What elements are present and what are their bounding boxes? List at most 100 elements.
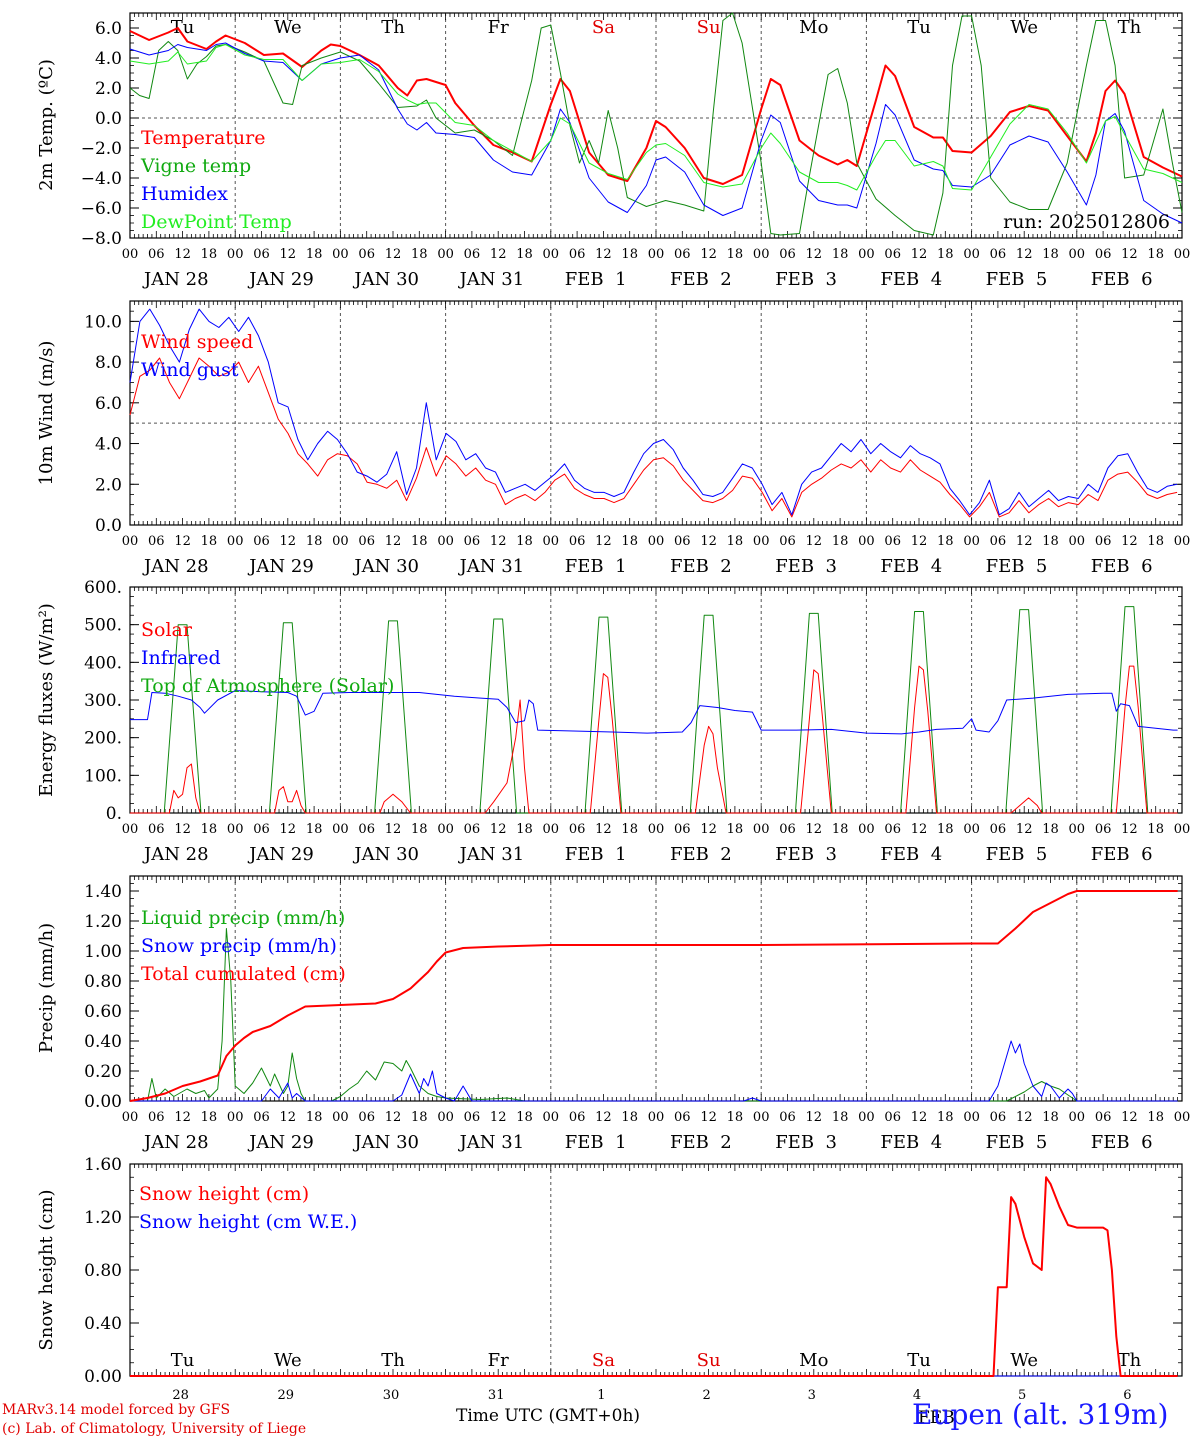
hour-label: 18 xyxy=(516,822,533,837)
legend-dewpoint: DewPoint Temp xyxy=(141,211,292,233)
hour-label: 12 xyxy=(490,822,507,837)
hour-label: 06 xyxy=(990,1110,1007,1125)
weekday-label: Th xyxy=(1118,1350,1142,1371)
hour-label: 18 xyxy=(306,534,323,549)
hour-label: 12 xyxy=(280,247,297,262)
energy-ylabel: Energy fluxes (W/m²) xyxy=(36,603,57,797)
hour-label: 18 xyxy=(727,822,744,837)
hour-label: 00 xyxy=(753,534,770,549)
date-label: FEB 4 xyxy=(880,556,942,577)
copyright-line: (c) Lab. of Climatology, University of L… xyxy=(2,1421,307,1437)
date-label: FEB 3 xyxy=(775,1132,837,1153)
hour-label: 12 xyxy=(911,822,928,837)
temperature-panel: 6.04.02.00.0−2.0−4.0−6.0−8.000 06 12 18JAN … xyxy=(36,12,1191,290)
legend-vigne-temp: Vigne temp xyxy=(140,155,251,177)
hour-label: 12 xyxy=(490,247,507,262)
day-number-label: 2 xyxy=(702,1388,710,1403)
y-tick-label: 0.00 xyxy=(84,1367,122,1387)
y-tick-label: 2.0 xyxy=(95,475,122,495)
hour-label: 18 xyxy=(937,1110,954,1125)
series-line-infrared xyxy=(130,690,1178,735)
hour-label: 18 xyxy=(1042,822,1059,837)
hour-label: 00 xyxy=(1174,247,1191,262)
weekday-label: We xyxy=(1010,1350,1038,1371)
snow-ylabel: Snow height (cm) xyxy=(36,1189,57,1350)
hour-label: 12 xyxy=(385,534,402,549)
hour-label: 12 xyxy=(385,247,402,262)
series-line-snow-height-cm- xyxy=(130,1176,1178,1377)
weekday-label: Tu xyxy=(907,1350,931,1371)
hour-label: 18 xyxy=(727,1110,744,1125)
hour-label: 00 xyxy=(753,822,770,837)
hour-label: 06 xyxy=(779,822,796,837)
hour-label: 12 xyxy=(1121,1110,1138,1125)
hour-label: 00 xyxy=(1069,822,1086,837)
y-tick-label: 0.0 xyxy=(95,516,122,536)
y-tick-label: 1.20 xyxy=(84,1208,122,1228)
date-label: FEB 4 xyxy=(880,844,942,865)
date-label: JAN 29 xyxy=(247,844,314,865)
hour-label: 12 xyxy=(595,247,612,262)
wind-ylabel: 10m Wind (m/s) xyxy=(36,341,57,486)
hour-label: 00 xyxy=(543,534,560,549)
day-number-label: 6 xyxy=(1123,1388,1131,1403)
date-label: FEB 4 xyxy=(880,1132,942,1153)
hour-label: 18 xyxy=(306,247,323,262)
hour-label: 00 xyxy=(543,247,560,262)
hour-label: 18 xyxy=(937,247,954,262)
y-tick-label: −2.0 xyxy=(81,139,122,159)
y-tick-label: −6.0 xyxy=(81,199,122,219)
date-label: FEB 5 xyxy=(986,556,1048,577)
hour-label: 00 xyxy=(858,247,875,262)
hour-label: 18 xyxy=(1042,1110,1059,1125)
hour-label: 12 xyxy=(385,1110,402,1125)
station-title: Eupen (alt. 319m) xyxy=(912,1398,1169,1431)
hour-label: 06 xyxy=(358,1110,375,1125)
hour-label: 06 xyxy=(253,534,270,549)
date-label: FEB 5 xyxy=(986,1132,1048,1153)
hour-label: 06 xyxy=(148,534,165,549)
y-tick-label: 0.20 xyxy=(84,1062,122,1082)
temperature-grid xyxy=(130,13,1182,238)
hour-label: 06 xyxy=(1095,534,1112,549)
weekday-label: We xyxy=(274,17,302,38)
hour-label: 12 xyxy=(595,534,612,549)
hour-label: 18 xyxy=(621,822,638,837)
weekday-label: Th xyxy=(1118,17,1142,38)
day-number-label: 30 xyxy=(383,1388,400,1403)
hour-label: 12 xyxy=(490,1110,507,1125)
legend-wind-gust: Wind gust xyxy=(141,359,239,381)
hour-label: 12 xyxy=(806,822,823,837)
series-line-wind-speed xyxy=(129,357,1178,518)
hour-label: 00 xyxy=(648,1110,665,1125)
hour-label: 00 xyxy=(753,247,770,262)
day-number-label: 29 xyxy=(278,1388,295,1403)
weekday-label: Th xyxy=(381,1350,405,1371)
temperature-plot-frame xyxy=(129,12,1183,239)
y-tick-label: 300. xyxy=(84,691,122,711)
hour-label: 00 xyxy=(332,822,349,837)
series-line-total-cumulated-cm- xyxy=(129,890,1178,1102)
hour-label: 06 xyxy=(358,822,375,837)
series-line-solar xyxy=(130,665,1178,814)
legend-snow-height: Snow height (cm) xyxy=(139,1183,309,1205)
weekday-label: Fr xyxy=(488,17,509,38)
date-label: FEB 4 xyxy=(880,269,942,290)
hour-label: 12 xyxy=(174,534,191,549)
hour-label: 12 xyxy=(911,1110,928,1125)
hour-label: 18 xyxy=(832,247,849,262)
date-label: JAN 28 xyxy=(142,844,209,865)
hour-label: 18 xyxy=(1042,534,1059,549)
hour-label: 18 xyxy=(1042,247,1059,262)
legend-humidex: Humidex xyxy=(141,183,228,205)
hour-label: 12 xyxy=(174,1110,191,1125)
y-tick-label: 500. xyxy=(84,616,122,636)
legend-temperature: Temperature xyxy=(141,127,265,149)
hour-label: 06 xyxy=(674,534,691,549)
hour-label: 12 xyxy=(174,822,191,837)
day-number-label: 3 xyxy=(808,1388,816,1403)
hour-label: 18 xyxy=(411,1110,428,1125)
hour-label: 06 xyxy=(884,534,901,549)
hour-label: 18 xyxy=(201,822,218,837)
